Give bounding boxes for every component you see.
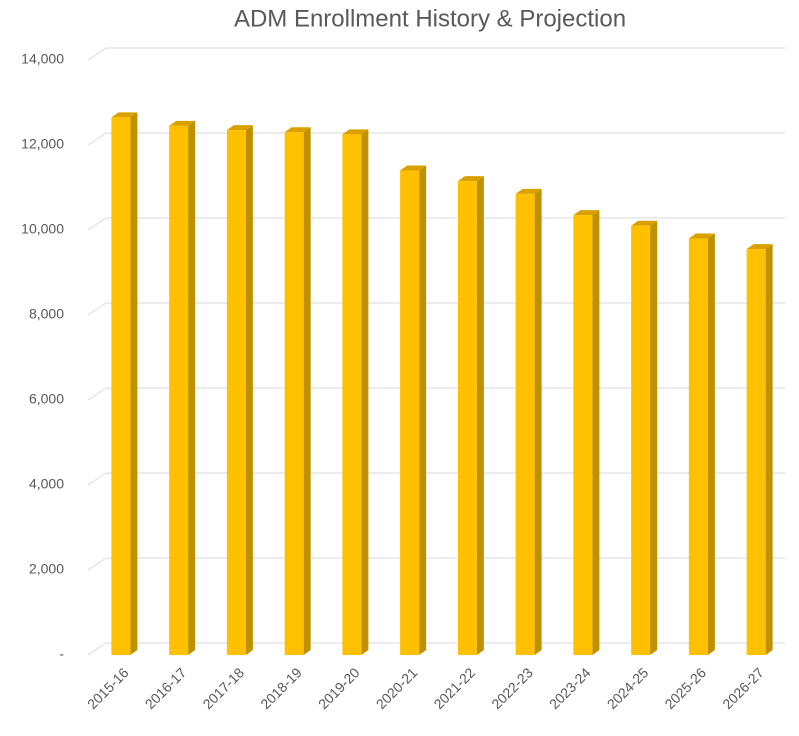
grid-side	[87, 557, 107, 571]
bar-top	[457, 176, 484, 182]
grid-side	[87, 387, 107, 401]
x-tick-label: 2026-27	[719, 664, 767, 712]
x-tick-label: 2018-19	[257, 664, 305, 712]
bar-side	[188, 120, 196, 655]
bar-top	[342, 129, 369, 135]
x-tick-label: 2020-21	[373, 664, 421, 712]
grid-side	[87, 472, 107, 486]
x-tick-label: 2022-23	[488, 664, 536, 712]
bar-side	[303, 127, 311, 655]
bar-side	[361, 129, 369, 655]
bar-top	[746, 244, 773, 250]
grid-side	[87, 642, 107, 656]
bar	[169, 125, 189, 655]
bar	[631, 225, 651, 655]
x-tick-label: 2016-17	[142, 664, 190, 712]
bar-top	[169, 120, 196, 126]
bar-top	[111, 112, 138, 118]
y-tick-label: 12,000	[21, 136, 64, 152]
bar-side	[245, 125, 253, 655]
grid-side	[87, 302, 107, 316]
x-tick-label: 2024-25	[604, 664, 652, 712]
bar-side	[476, 176, 484, 655]
x-tick-label: 2019-20	[315, 664, 363, 712]
bar	[515, 193, 535, 655]
bar	[688, 238, 708, 655]
bar-top	[515, 188, 542, 194]
bar-side	[650, 220, 658, 655]
chart-title: ADM Enrollment History & Projection	[234, 5, 626, 32]
bar	[573, 215, 593, 655]
x-tick-label: 2015-16	[84, 664, 132, 712]
y-tick-label: 8,000	[29, 306, 64, 322]
bar	[111, 117, 131, 655]
bar-side	[534, 188, 542, 655]
bar-top	[688, 233, 715, 239]
bar	[400, 170, 420, 655]
bar-side	[765, 244, 773, 655]
y-tick-label: 10,000	[21, 221, 64, 237]
bar	[342, 134, 362, 655]
bar	[746, 249, 766, 655]
bar	[457, 181, 477, 655]
y-tick-label: 14,000	[21, 51, 64, 67]
y-tick-label: 6,000	[29, 391, 64, 407]
bar-top	[400, 165, 427, 171]
bar-top	[573, 210, 600, 216]
bar-side	[592, 210, 600, 655]
x-tick-label: 2025-26	[661, 664, 709, 712]
bar-top	[284, 127, 311, 133]
grid-side	[87, 47, 107, 61]
y-tick-label: 2,000	[29, 561, 64, 577]
bar-side	[707, 233, 715, 655]
x-tick-label: 2023-24	[546, 664, 594, 712]
bar	[284, 132, 304, 655]
grid-side	[87, 132, 107, 146]
y-tick-label: 4,000	[29, 476, 64, 492]
grid-side	[87, 217, 107, 231]
bar-top	[226, 125, 253, 131]
bar-side	[130, 112, 138, 655]
x-tick-label: 2021-22	[430, 664, 478, 712]
bar-top	[631, 220, 658, 226]
bar	[226, 130, 246, 655]
y-tick-label: -	[59, 646, 64, 662]
bar-side	[419, 165, 427, 655]
x-tick-label: 2017-18	[199, 664, 247, 712]
